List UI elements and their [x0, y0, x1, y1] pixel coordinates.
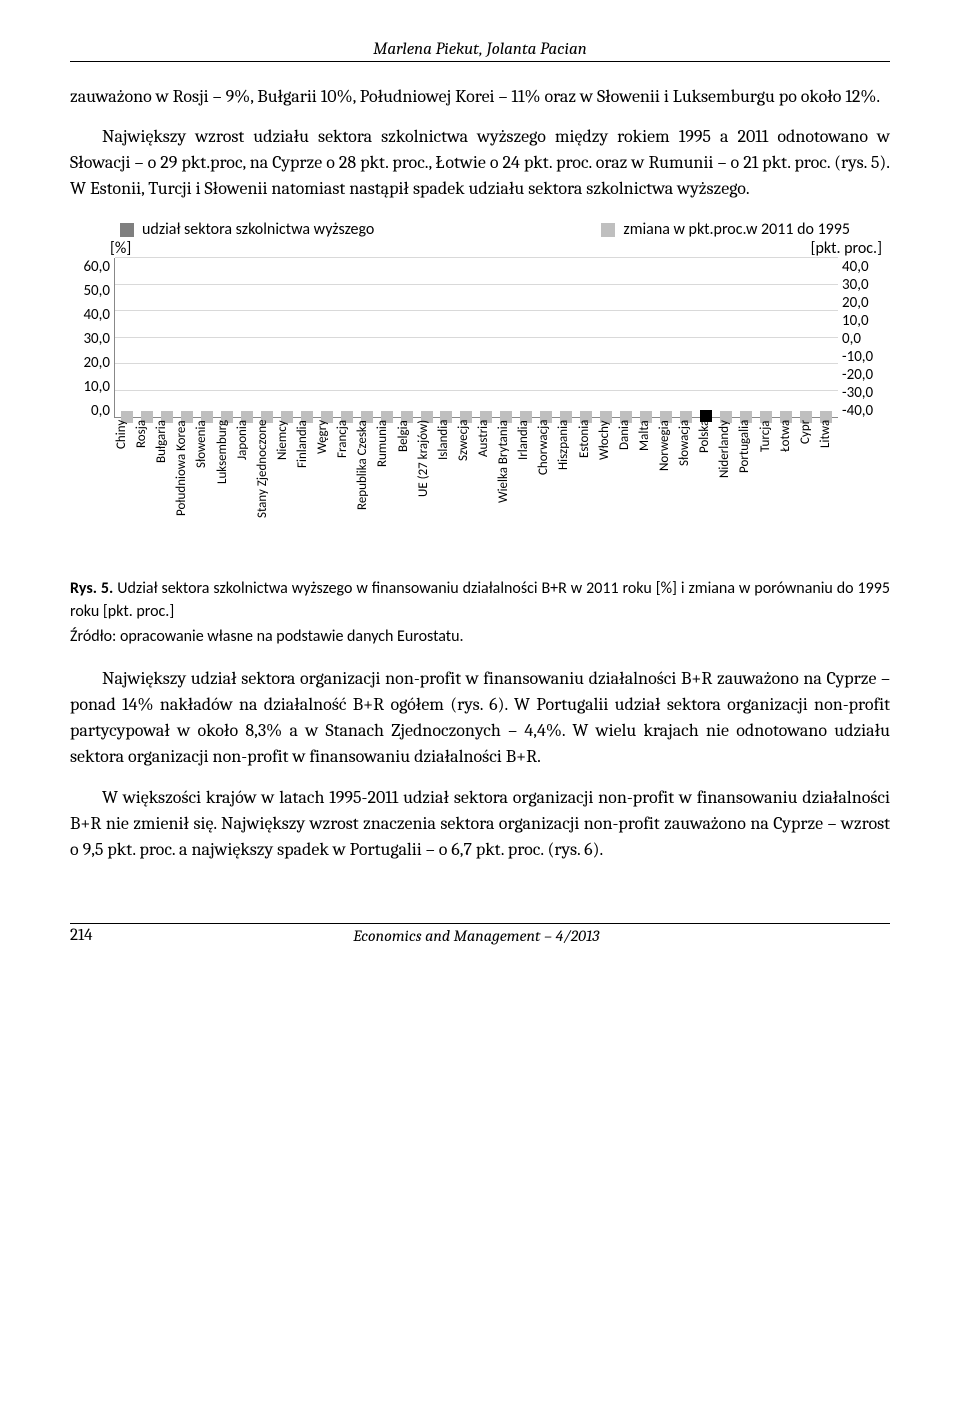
x-label: Hiszpania	[556, 420, 576, 560]
y-left-tick: 30,0	[74, 330, 110, 348]
page-footer: 214 Economics and Management – 4/2013	[70, 923, 890, 945]
x-label: Turcja	[758, 420, 778, 560]
x-label: Rosja	[134, 420, 154, 560]
y-right-tick: -20,0	[842, 366, 886, 384]
x-label: Bułgaria	[154, 420, 174, 560]
x-label: Norwegia	[657, 420, 677, 560]
y-left-tick: 60,0	[74, 258, 110, 276]
caption-number: Rys. 5.	[70, 579, 113, 598]
x-label: Malta	[637, 420, 657, 560]
x-label: Finlandia	[295, 420, 315, 560]
caption-text: Udział sektora szkolnictwa wyższego w fi…	[70, 579, 890, 620]
y-right-tick: -40,0	[842, 402, 886, 420]
x-label: Południowa Korea	[174, 420, 194, 560]
y-right-tick: 40,0	[842, 258, 886, 276]
x-label: Wielka Brytania	[496, 420, 516, 560]
x-label: Luksemburg	[215, 420, 235, 560]
x-label: Słowacja	[677, 420, 697, 560]
y-left-tick: 10,0	[74, 378, 110, 396]
header-authors: Marlena Piekut, Jolanta Pacian	[70, 40, 890, 62]
x-label: Szwecja	[456, 420, 476, 560]
x-label: Cypr	[798, 420, 818, 560]
x-label: Litwa	[818, 420, 838, 560]
legend-marker-label: zmiana w pkt.proc.w 2011 do 1995	[623, 220, 850, 239]
x-label: Islandia	[436, 420, 456, 560]
x-label: Rumunia	[375, 420, 395, 560]
x-label: Włochy	[597, 420, 617, 560]
x-label: UE (27 krajów)	[416, 420, 436, 560]
x-label: Republika Czeska	[355, 420, 375, 560]
y-left-tick: 40,0	[74, 306, 110, 324]
paragraph-1: zauważono w Rosji – 9%, Bułgarii 10%, Po…	[70, 84, 890, 110]
paragraph-3: Największy udział sektora organizacji no…	[70, 666, 890, 770]
y-left-tick: 20,0	[74, 354, 110, 372]
y-right-tick: -30,0	[842, 384, 886, 402]
x-label: Estonia	[577, 420, 597, 560]
y-left-tick: 0,0	[74, 402, 110, 420]
x-label: Słowenia	[194, 420, 214, 560]
y-axis-right: 40,030,020,010,00,0-10,0-20,0-30,0-40,0	[838, 258, 890, 420]
x-label: Japonia	[235, 420, 255, 560]
x-label: Portugalia	[737, 420, 757, 560]
y-left-tick: 50,0	[74, 282, 110, 300]
y-right-tick: -10,0	[842, 348, 886, 366]
y-right-tick: 30,0	[842, 276, 886, 294]
y-right-tick: 10,0	[842, 312, 886, 330]
x-label: Chorwacja	[536, 420, 556, 560]
y-right-unit: [pkt. proc.]	[811, 239, 882, 258]
legend-bar: udział sektora szkolnictwa wyższego	[120, 220, 374, 239]
x-label: Chiny	[114, 420, 134, 560]
y-left-unit: [%]	[110, 239, 131, 258]
x-label: Stany Zjednoczone	[255, 420, 275, 560]
paragraph-4: W większości krajów w latach 1995-2011 u…	[70, 785, 890, 863]
x-label: Łotwa	[778, 420, 798, 560]
legend-bar-label: udział sektora szkolnictwa wyższego	[142, 220, 374, 239]
figure-5-chart: udział sektora szkolnictwa wyższego zmia…	[70, 220, 890, 560]
legend-bar-swatch	[120, 223, 134, 237]
x-axis-labels: ChinyRosjaBułgariaPołudniowa KoreaSłowen…	[114, 420, 838, 560]
journal-ref: Economics and Management – 4/2013	[353, 927, 599, 945]
x-label: Irlandia	[516, 420, 536, 560]
legend-marker: zmiana w pkt.proc.w 2011 do 1995	[601, 220, 850, 239]
x-label: Belgia	[396, 420, 416, 560]
x-label: Austria	[476, 420, 496, 560]
x-label: Polska	[697, 420, 717, 560]
figure-5-source: Źródło: opracowanie własne na podstawie …	[70, 627, 890, 646]
plot-area	[114, 258, 838, 418]
x-label: Niemcy	[275, 420, 295, 560]
x-label: Węgry	[315, 420, 335, 560]
figure-5-caption: Rys. 5. Udział sektora szkolnictwa wyższ…	[70, 578, 890, 623]
x-label: Francja	[335, 420, 355, 560]
x-label: Dania	[617, 420, 637, 560]
page-number: 214	[70, 926, 93, 945]
bar-slot	[696, 415, 716, 417]
legend-marker-swatch	[601, 223, 615, 237]
paragraph-2: Największy wzrost udziału sektora szkoln…	[70, 124, 890, 202]
y-right-tick: 0,0	[842, 330, 886, 348]
y-right-tick: 20,0	[842, 294, 886, 312]
y-axis-left: 60,0 50,0 40,0 30,0 20,0 10,0 0,0	[70, 258, 114, 420]
x-label: Niderlandy	[717, 420, 737, 560]
